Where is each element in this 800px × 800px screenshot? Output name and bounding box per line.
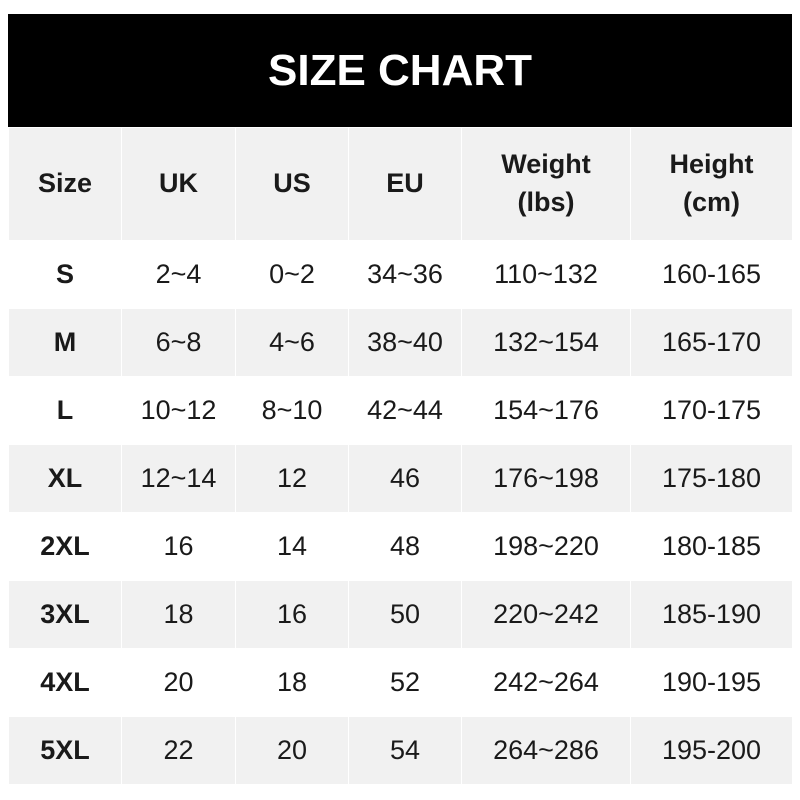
cell-size: 2XL: [8, 512, 122, 581]
cell-eu: 54: [348, 716, 462, 785]
cell-height: 175-180: [630, 444, 793, 513]
cell-weight: 198~220: [461, 512, 631, 581]
table-row: S 2~4 0~2 34~36 110~132 160-165: [8, 240, 793, 309]
cell-eu: 42~44: [348, 376, 462, 445]
size-chart-title: SIZE CHART: [8, 14, 792, 127]
cell-height: 180-185: [630, 512, 793, 581]
cell-eu: 46: [348, 444, 462, 513]
table-row: XL 12~14 12 46 176~198 175-180: [8, 444, 793, 513]
table-row: 3XL 18 16 50 220~242 185-190: [8, 580, 793, 649]
cell-uk: 22: [121, 716, 236, 785]
cell-height: 165-170: [630, 308, 793, 377]
column-header-height: Height (cm): [630, 127, 793, 241]
cell-us: 20: [235, 716, 349, 785]
cell-weight: 132~154: [461, 308, 631, 377]
cell-us: 18: [235, 648, 349, 717]
table-row: L 10~12 8~10 42~44 154~176 170-175: [8, 376, 793, 445]
cell-us: 16: [235, 580, 349, 649]
cell-weight: 110~132: [461, 240, 631, 309]
size-table: Size UK US EU Weight (lbs) Height (cm) S 2~4 0~…: [8, 127, 793, 785]
column-header-weight: Weight (lbs): [461, 127, 631, 241]
cell-us: 8~10: [235, 376, 349, 445]
cell-eu: 38~40: [348, 308, 462, 377]
cell-eu: 34~36: [348, 240, 462, 309]
cell-uk: 18: [121, 580, 236, 649]
cell-eu: 52: [348, 648, 462, 717]
cell-weight: 264~286: [461, 716, 631, 785]
cell-size: S: [8, 240, 122, 309]
cell-height: 190-195: [630, 648, 793, 717]
cell-height: 160-165: [630, 240, 793, 309]
cell-us: 12: [235, 444, 349, 513]
table-row: 2XL 16 14 48 198~220 180-185: [8, 512, 793, 581]
cell-uk: 16: [121, 512, 236, 581]
cell-uk: 6~8: [121, 308, 236, 377]
column-header-size: Size: [8, 127, 122, 241]
cell-weight: 220~242: [461, 580, 631, 649]
cell-us: 14: [235, 512, 349, 581]
cell-uk: 2~4: [121, 240, 236, 309]
cell-weight: 154~176: [461, 376, 631, 445]
cell-height: 185-190: [630, 580, 793, 649]
cell-eu: 48: [348, 512, 462, 581]
cell-height: 170-175: [630, 376, 793, 445]
cell-us: 0~2: [235, 240, 349, 309]
table-row: 5XL 22 20 54 264~286 195-200: [8, 716, 793, 785]
cell-eu: 50: [348, 580, 462, 649]
cell-uk: 10~12: [121, 376, 236, 445]
header-row: Size UK US EU Weight (lbs) Height (cm): [8, 127, 793, 241]
cell-height: 195-200: [630, 716, 793, 785]
cell-weight: 176~198: [461, 444, 631, 513]
table-row: M 6~8 4~6 38~40 132~154 165-170: [8, 308, 793, 377]
column-header-eu: EU: [348, 127, 462, 241]
table-row: 4XL 20 18 52 242~264 190-195: [8, 648, 793, 717]
column-header-us: US: [235, 127, 349, 241]
cell-size: L: [8, 376, 122, 445]
cell-uk: 20: [121, 648, 236, 717]
cell-weight: 242~264: [461, 648, 631, 717]
cell-uk: 12~14: [121, 444, 236, 513]
cell-size: XL: [8, 444, 122, 513]
cell-size: 4XL: [8, 648, 122, 717]
cell-size: 3XL: [8, 580, 122, 649]
column-header-uk: UK: [121, 127, 236, 241]
cell-size: 5XL: [8, 716, 122, 785]
cell-us: 4~6: [235, 308, 349, 377]
cell-size: M: [8, 308, 122, 377]
